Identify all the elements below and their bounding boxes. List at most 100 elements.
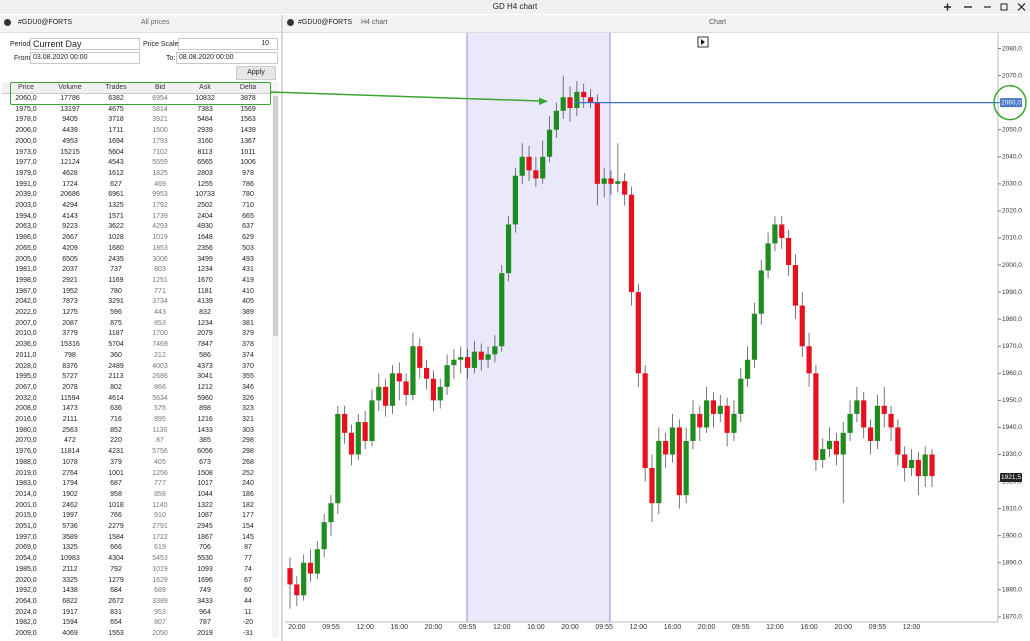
table-cell: 469: [154, 180, 166, 188]
from-input[interactable]: 03.08.2020 00:00: [30, 52, 140, 64]
candle-body: [342, 413, 348, 433]
table-cell: 2010,0: [15, 330, 37, 338]
candle-body: [738, 378, 744, 414]
table-cell: 2003,0: [15, 202, 37, 209]
table-cell: 2921: [62, 276, 78, 284]
table-cell: 252: [242, 469, 254, 477]
table-cell: 710: [242, 202, 254, 209]
table-cell: 15316: [60, 341, 80, 349]
table-cell: 5604: [108, 148, 124, 156]
table-cell: 1711: [108, 127, 124, 135]
candle-body: [710, 400, 717, 414]
add-button[interactable]: [944, 3, 951, 11]
table-cell: 4439: [62, 127, 78, 135]
table-cell: 4373: [197, 362, 213, 370]
y-tick-label: 1970,0: [1002, 343, 1022, 350]
table-cell: 627: [110, 180, 122, 188]
table-cell: 405: [242, 298, 254, 306]
table-cell: -31: [242, 630, 254, 637]
table-cell: 1325: [62, 544, 78, 552]
table-cell: 3734: [152, 298, 168, 306]
table-cell: 1952: [62, 287, 78, 295]
highlight-circle: [993, 84, 1027, 121]
table-cell: 2502: [197, 202, 213, 209]
apply-button[interactable]: Apply: [236, 66, 276, 80]
candle-body: [444, 365, 450, 387]
period-select[interactable]: Current Day: [30, 38, 140, 50]
maximize-button[interactable]: [1000, 3, 1008, 11]
table-cell: 5756: [152, 448, 168, 456]
table-cell: 186: [242, 490, 254, 498]
table-cell: 1629: [152, 576, 168, 584]
table-cell: 2404: [197, 212, 213, 220]
table-cell: 6822: [62, 597, 78, 605]
chart-name[interactable]: H4 chart: [361, 19, 388, 26]
scrollbar[interactable]: [272, 82, 279, 637]
table-cell: 2008,0: [15, 405, 37, 413]
table-cell: 831: [110, 608, 122, 616]
price-scale-label: Price Scale:: [143, 41, 181, 48]
symbol[interactable]: #GDU0@FORTS: [298, 19, 353, 26]
candle-body: [594, 102, 600, 184]
candle-body: [581, 91, 587, 98]
table-cell: 1433: [197, 426, 213, 434]
price-scale-input[interactable]: 10: [178, 38, 278, 50]
table-cell: 3622: [108, 223, 124, 231]
table-cell: 3878: [240, 95, 256, 102]
candle-body: [915, 459, 921, 477]
y-tick-label: 2010,0: [1002, 235, 1022, 242]
table-cell: 802: [110, 383, 122, 391]
close-button[interactable]: [1017, 3, 1026, 11]
table-cell: 11594: [60, 394, 80, 402]
table-cell: 4543: [108, 159, 124, 167]
table-cell: 5484: [197, 116, 213, 124]
table-cell: 1093: [197, 565, 213, 573]
candle-body: [628, 194, 635, 293]
candle-body: [847, 413, 853, 433]
table-cell: -20: [242, 619, 254, 627]
candle-body: [615, 181, 621, 184]
table-cell: 852: [110, 426, 122, 434]
from-label: From:: [14, 55, 33, 62]
table-cell: 6565: [197, 159, 213, 167]
table-cell: 1216: [197, 416, 213, 423]
x-tick-label: 16:00: [664, 624, 682, 631]
to-input[interactable]: 08.08.2020 00:00: [176, 52, 278, 64]
candle-body: [403, 381, 409, 395]
table-cell: 1508: [197, 469, 213, 477]
table-cell: 1979,0: [15, 169, 37, 177]
table-cell: 619: [154, 544, 166, 552]
arrow-head: [539, 97, 548, 105]
table-cell: 1322: [197, 501, 213, 509]
table-cell: 4231: [108, 448, 124, 456]
x-tick-label: 20:00: [288, 624, 306, 631]
candle-body: [724, 405, 730, 433]
table-cell: 2022,0: [15, 309, 37, 316]
table-cell: 1019: [152, 234, 168, 242]
column-header: Ask: [199, 84, 211, 91]
y-tick-label: 2000,0: [1002, 262, 1022, 269]
table-cell: 1584: [108, 533, 124, 541]
table-cell: 1975,0: [15, 105, 37, 113]
table-cell: 240: [242, 480, 254, 488]
table-cell: 1997,0: [15, 533, 37, 541]
table-cell: 898: [199, 405, 211, 413]
x-tick-label: 12:00: [493, 624, 511, 631]
candle-body: [546, 129, 553, 157]
table-cell: 1991,0: [15, 180, 37, 188]
table-cell: 1187: [108, 330, 124, 338]
table-cell: 2024,0: [15, 608, 37, 616]
candle-body: [813, 373, 819, 460]
table-cell: 1983,0: [15, 480, 37, 488]
x-tick-label: 12:00: [766, 624, 784, 631]
symbol[interactable]: #GDU0@FORTS: [18, 19, 73, 26]
scroll-thumb[interactable]: [273, 96, 278, 336]
table-cell: 1019: [152, 565, 168, 573]
table-cell: 629: [242, 234, 254, 242]
window-controls[interactable]: [940, 2, 1028, 12]
table-cell: 2079: [197, 330, 213, 338]
candle-body: [902, 454, 908, 469]
table-cell: 1680: [108, 244, 124, 252]
table-cell: 684: [110, 587, 122, 595]
